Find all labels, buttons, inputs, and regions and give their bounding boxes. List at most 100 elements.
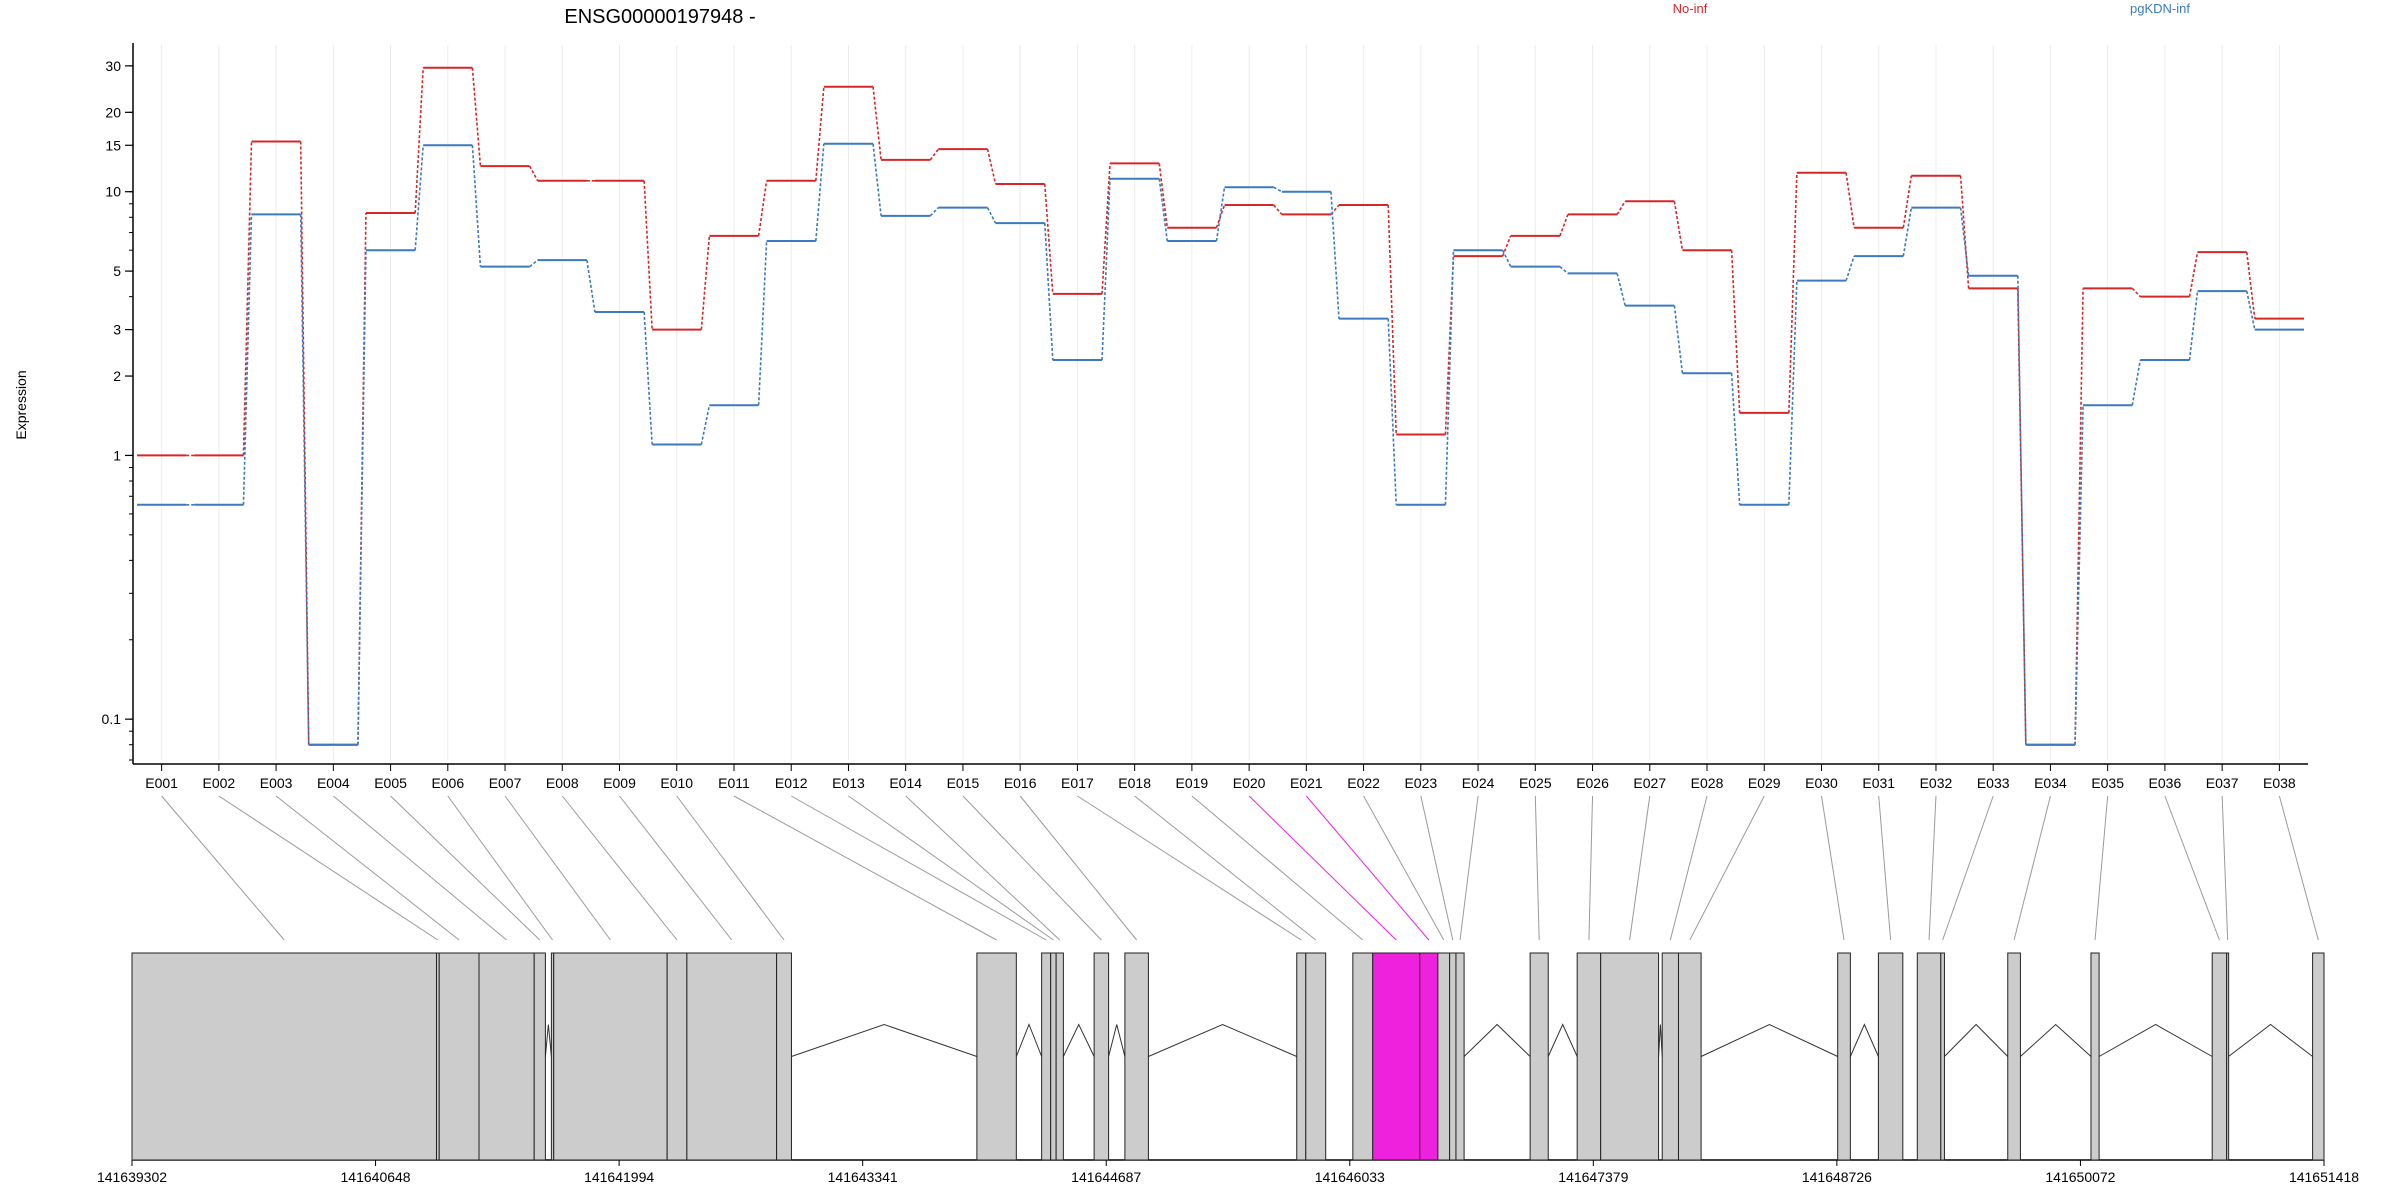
intron-line — [2098, 1023, 2213, 1057]
series-connector — [1158, 178, 1169, 242]
series-connector — [2131, 359, 2142, 406]
x-tick-label-e038: E038 — [2263, 775, 2296, 791]
y-tick-label: 1 — [113, 447, 121, 463]
connector-e015 — [962, 795, 1102, 941]
connector-e002 — [218, 795, 439, 941]
y-tick-label: 15 — [105, 137, 121, 153]
series-connector — [2074, 288, 2084, 745]
series-connector — [1273, 186, 1283, 193]
y-tick-label: 0.1 — [102, 711, 122, 727]
x-tick-label-e002: E002 — [203, 775, 236, 791]
exon-box-e020 — [1372, 952, 1421, 1161]
x-tick-label-e004: E004 — [317, 775, 350, 791]
exon-box-e034 — [2007, 952, 2021, 1161]
x-tick-label-e006: E006 — [431, 775, 464, 791]
connector-e005 — [390, 795, 541, 941]
connector-e035 — [2094, 795, 2109, 941]
coordinate-label: 141650072 — [2045, 1169, 2115, 1185]
series-connector — [1215, 187, 1226, 242]
series-connector — [1959, 207, 1970, 276]
series-connector — [1959, 175, 1970, 289]
y-tick-label: 30 — [105, 58, 121, 74]
series-connector — [643, 180, 653, 330]
gene-model — [131, 952, 2325, 1161]
x-tick-label-e013: E013 — [832, 775, 865, 791]
series-connector — [299, 214, 310, 745]
x-tick-label-e011: E011 — [718, 775, 750, 791]
vertical-grid — [161, 45, 2280, 760]
connector-e016 — [1019, 795, 1138, 941]
series-connector — [700, 235, 711, 330]
coordinate-label: 141646033 — [1315, 1169, 1385, 1185]
exon-box-e032 — [1916, 952, 1942, 1161]
exon-connectors — [161, 795, 2319, 941]
connector-e001 — [161, 795, 285, 941]
series-connector — [529, 259, 539, 268]
connector-e007 — [504, 795, 611, 941]
exon-box-e026 — [1576, 952, 1602, 1161]
x-tick-label-e022: E022 — [1347, 775, 1380, 791]
intron-line — [791, 1023, 978, 1057]
series-connector — [1845, 255, 1855, 281]
exon-box-e021 — [1419, 952, 1439, 1161]
series-connector — [2131, 287, 2141, 298]
coordinate-label: 141643341 — [828, 1169, 898, 1185]
x-tick-label-e029: E029 — [1748, 775, 1781, 791]
x-tick-label-e015: E015 — [947, 775, 980, 791]
series-connector — [528, 165, 539, 182]
x-tick-label-e026: E026 — [1576, 775, 1609, 791]
y-axis: 0.1 1 2 3 5 10 15 20 30 — [102, 43, 134, 764]
series-connector — [929, 207, 939, 217]
x-tick-label-e023: E023 — [1404, 775, 1437, 791]
series-connector — [2188, 251, 2199, 297]
x-tick-label-e036: E036 — [2149, 775, 2182, 791]
series-no-inf — [137, 66, 2304, 746]
exon-box-e012 — [1041, 952, 1052, 1161]
connector-e006 — [447, 795, 553, 941]
connector-e031 — [1878, 795, 1892, 941]
series-connector — [1616, 273, 1626, 306]
series-connector — [700, 405, 711, 445]
x-tick-label-e012: E012 — [775, 775, 808, 791]
exon-box-e038 — [2312, 952, 2325, 1161]
x-tick-label-e003: E003 — [260, 775, 293, 791]
exon-box-e018 — [1305, 952, 1327, 1161]
series-connector — [872, 143, 882, 216]
connector-e032 — [1928, 795, 1937, 941]
series-connector — [1273, 204, 1283, 215]
x-tick-label-e027: E027 — [1633, 775, 1666, 791]
exon-box-e004 — [478, 952, 535, 1161]
connector-e023 — [1420, 795, 1454, 941]
connector-e024 — [1459, 795, 1479, 941]
series-connector — [357, 250, 367, 745]
x-tick-label-e018: E018 — [1118, 775, 1151, 791]
exon-box-e022 — [1437, 952, 1451, 1161]
series-connector — [1043, 223, 1054, 361]
x-tick-label-e021: E021 — [1290, 775, 1323, 791]
exon-box-e036 — [2211, 952, 2228, 1161]
intron-line — [1700, 1023, 1838, 1057]
series-connector — [815, 86, 825, 181]
exon-box-e028 — [1661, 952, 1679, 1161]
connector-e033 — [1942, 795, 1994, 941]
exon-box-e011 — [976, 952, 1017, 1161]
exon-box-e008 — [666, 952, 688, 1161]
connector-e026 — [1588, 795, 1594, 941]
exon-box-e023 — [1449, 952, 1457, 1161]
connector-e028 — [1669, 795, 1708, 941]
x-tick-label-e037: E037 — [2206, 775, 2239, 791]
exon-box-e037 — [2226, 952, 2230, 1161]
connector-e030 — [1820, 795, 1845, 941]
x-tick-label-e020: E020 — [1233, 775, 1266, 791]
exon-box-e015 — [1093, 952, 1110, 1161]
series-connector — [471, 67, 482, 167]
x-tick-label-e033: E033 — [1977, 775, 2010, 791]
series-connector — [1788, 280, 1798, 505]
series-connector — [1501, 235, 1512, 257]
series-connector — [299, 141, 310, 745]
series-connector — [1215, 204, 1226, 229]
series-connector — [586, 260, 596, 313]
series-connector — [414, 67, 424, 214]
exon-box-e005 — [533, 952, 546, 1161]
exon-box-e016 — [1124, 952, 1149, 1161]
